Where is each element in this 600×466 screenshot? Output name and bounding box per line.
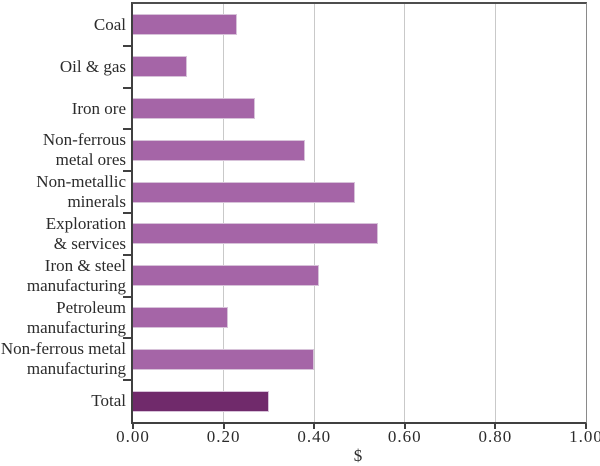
x-tick-label: 0.80 <box>478 427 513 446</box>
y-axis-tick <box>123 170 131 173</box>
y-axis-tick <box>123 295 131 298</box>
category-label: Non-ferrous metal ores <box>42 130 126 170</box>
category-label: Oil & gas <box>59 56 126 76</box>
bar <box>133 348 315 370</box>
y-axis-tick <box>123 337 131 340</box>
bar <box>133 56 188 78</box>
y-axis-labels: Coal Oil & gas Iron ore Non-ferrous metal o… <box>0 4 126 422</box>
bar <box>133 307 229 328</box>
gridline <box>404 4 406 422</box>
category-label: Iron ore <box>71 98 126 118</box>
x-axis-tick <box>132 424 134 429</box>
plot-area <box>123 2 587 429</box>
y-axis-tick <box>123 86 131 89</box>
gridline <box>313 4 315 422</box>
x-tick-label: 0.60 <box>387 427 422 446</box>
gridline <box>223 4 225 422</box>
category-label: Total <box>91 391 126 411</box>
y-axis-tick <box>123 212 131 214</box>
gridline <box>494 4 496 422</box>
bar <box>133 181 355 203</box>
x-axis-tick <box>313 424 316 429</box>
bar <box>133 98 256 119</box>
x-tick-label: 0.20 <box>206 427 241 446</box>
y-axis-tick <box>123 44 131 47</box>
category-label: Non-metallic minerals <box>36 172 126 212</box>
bar <box>133 265 319 287</box>
x-axis-title: $ <box>353 446 363 465</box>
x-axis-tick <box>585 424 587 429</box>
category-label: Petroleum manufacturing <box>26 297 126 337</box>
bar <box>133 139 306 161</box>
x-tick-label: 0.40 <box>297 427 332 446</box>
y-axis-tick <box>123 379 131 382</box>
y-axis-tick <box>123 253 131 256</box>
bar <box>133 390 269 412</box>
category-label: Iron & steel manufacturing <box>26 255 126 295</box>
x-axis-tick <box>403 424 406 429</box>
x-axis-tick-labels: 0.00 0.20 0.40 0.60 0.80 1.00 <box>0 427 600 447</box>
bar <box>133 223 378 245</box>
category-label: Non-ferrous metal manufacturing <box>0 339 126 379</box>
x-axis-tick <box>222 424 225 429</box>
category-label: Exploration & services <box>45 213 126 253</box>
category-label: Coal <box>93 14 126 34</box>
x-axis-tick <box>494 424 497 429</box>
bar <box>133 14 238 36</box>
x-tick-label: 1.00 <box>569 427 600 446</box>
y-axis-tick <box>123 128 131 131</box>
x-tick-label: 0.00 <box>116 427 150 446</box>
